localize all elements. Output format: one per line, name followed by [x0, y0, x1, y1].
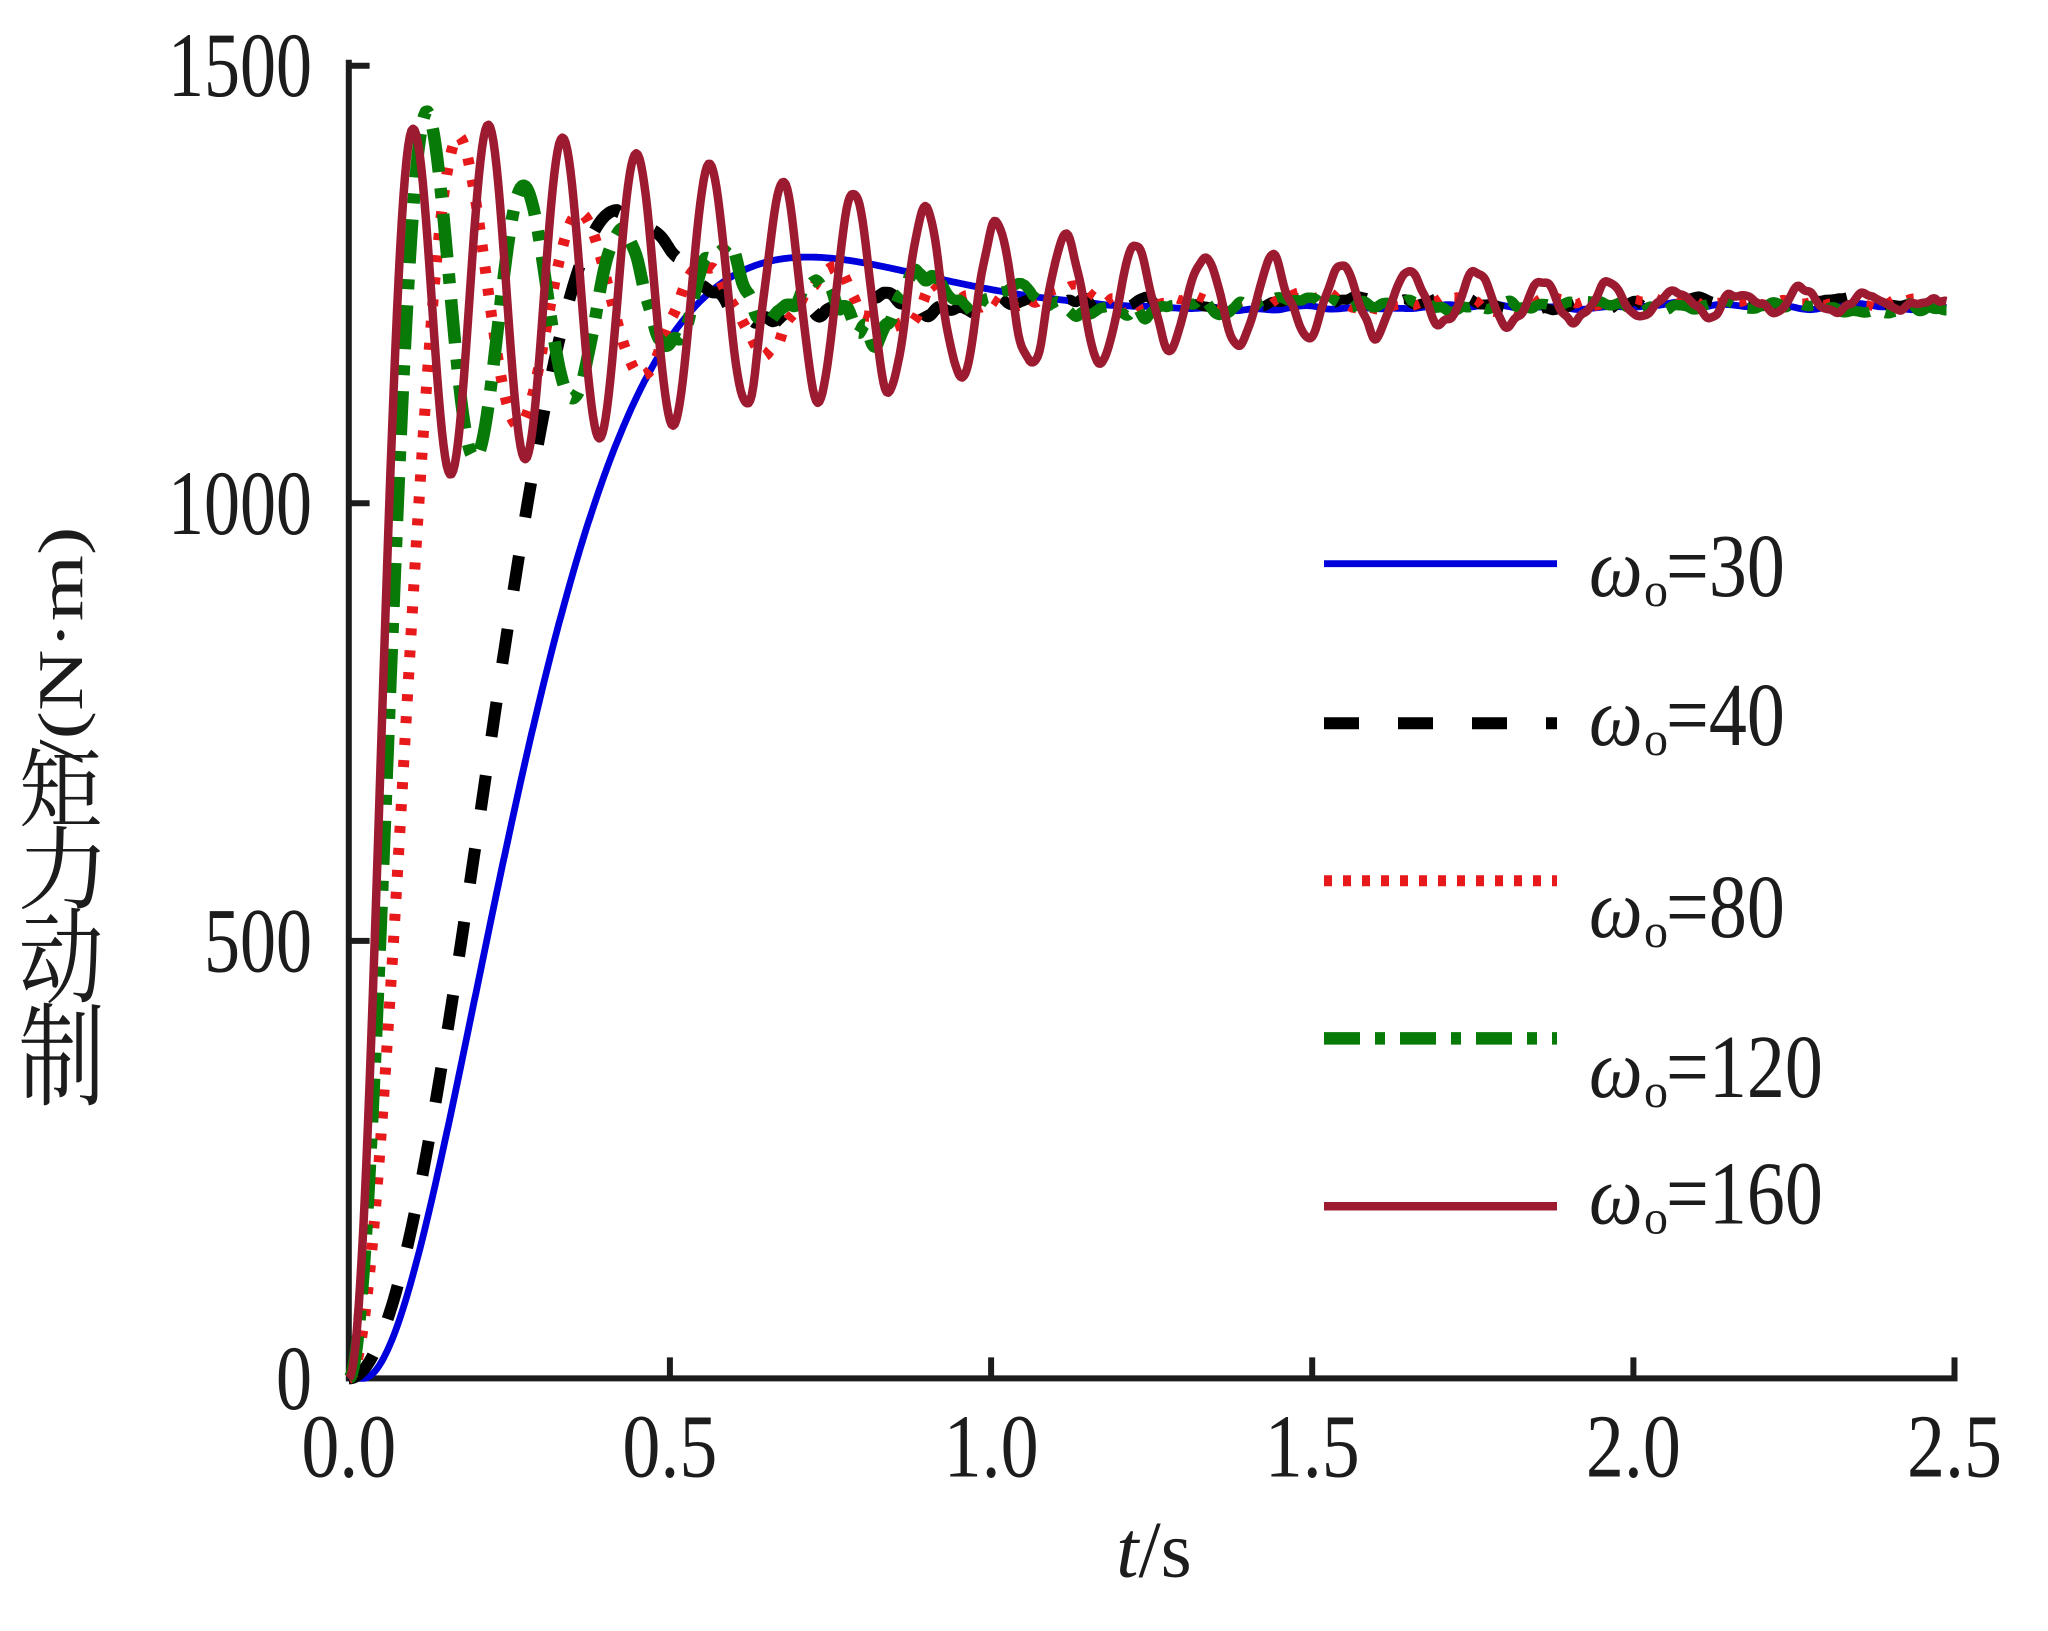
svg-text:o: o [1644, 564, 1668, 617]
svg-text:ω: ω [1589, 523, 1643, 615]
svg-text:500: 500 [204, 889, 312, 992]
svg-text:1500: 1500 [168, 14, 312, 117]
svg-text:=120: =120 [1666, 1018, 1823, 1118]
svg-text:=40: =40 [1666, 666, 1785, 766]
svg-text:1.0: 1.0 [944, 1397, 1039, 1496]
svg-text:ω: ω [1589, 864, 1643, 956]
svg-text:/(N·m): /(N·m) [26, 527, 97, 763]
svg-text:1.5: 1.5 [1265, 1397, 1360, 1496]
svg-text:0: 0 [276, 1326, 312, 1429]
svg-text:o: o [1644, 1065, 1668, 1118]
svg-text:=160: =160 [1666, 1144, 1823, 1244]
svg-text:1000: 1000 [168, 451, 312, 554]
svg-text:o: o [1644, 713, 1668, 766]
svg-text:ω: ω [1589, 1024, 1643, 1116]
svg-text:2.5: 2.5 [1907, 1397, 2002, 1496]
svg-text:ω: ω [1589, 672, 1643, 764]
svg-text:ω: ω [1589, 1150, 1643, 1242]
svg-text:o: o [1644, 1192, 1668, 1245]
svg-text:t/s: t/s [1116, 1507, 1192, 1595]
svg-text:=30: =30 [1666, 517, 1785, 617]
svg-text:0.5: 0.5 [622, 1397, 717, 1496]
svg-text:2.0: 2.0 [1586, 1397, 1681, 1496]
svg-text:=80: =80 [1666, 858, 1785, 958]
svg-text:o: o [1644, 905, 1668, 958]
svg-text:0.0: 0.0 [301, 1397, 396, 1496]
